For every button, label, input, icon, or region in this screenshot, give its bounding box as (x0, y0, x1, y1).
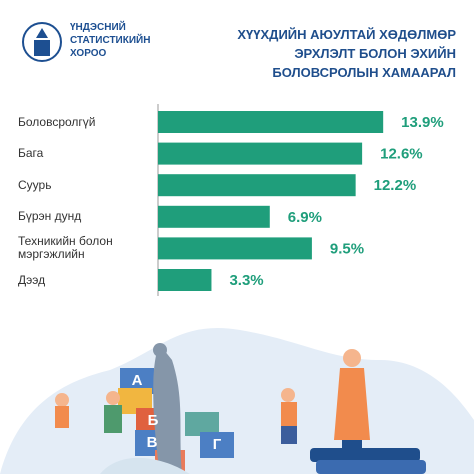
block-letter: Б (148, 412, 159, 429)
value-label: 6.9% (288, 209, 322, 226)
logo-text: ХОРОО (70, 48, 107, 59)
value-label: 12.6% (380, 146, 423, 163)
illustration (0, 328, 474, 474)
value-label: 3.3% (229, 272, 263, 289)
category-label: Суурь (18, 177, 52, 192)
block-letter: Г (213, 436, 222, 453)
value-label: 12.2% (374, 177, 417, 194)
category-label: Бага (18, 146, 44, 161)
chart-title: ЭРХЛЭЛТ БОЛОН ЭХИЙН (294, 46, 456, 61)
bar (158, 269, 212, 291)
bar (158, 205, 270, 228)
logo-text: СТАТИСТИКИЙН (70, 33, 150, 46)
chart-title: БОЛОВСРОЛЫН ХАМААРАЛ (272, 65, 456, 80)
bar (158, 237, 312, 260)
bar (158, 142, 363, 165)
logo-emblem (34, 28, 50, 56)
category-label: Бүрэн дунд (18, 209, 82, 224)
value-label: 13.9% (401, 114, 444, 131)
category-label: Дээд (18, 272, 46, 287)
block-letter: А (132, 372, 143, 389)
bar (158, 111, 384, 133)
logo-ring (22, 22, 62, 62)
category-label: Техникийн болон мэргэжлийн (18, 234, 113, 262)
block-letter: В (147, 434, 158, 451)
category-label: Боловсролгүй (18, 114, 96, 129)
logo-text: ҮНДЭСНИЙ (70, 20, 126, 33)
bar (158, 174, 356, 197)
value-label: 9.5% (330, 240, 364, 257)
chart-title: ХҮҮХДИЙН АЮУЛТАЙ ХӨДӨЛМӨР (237, 27, 456, 42)
